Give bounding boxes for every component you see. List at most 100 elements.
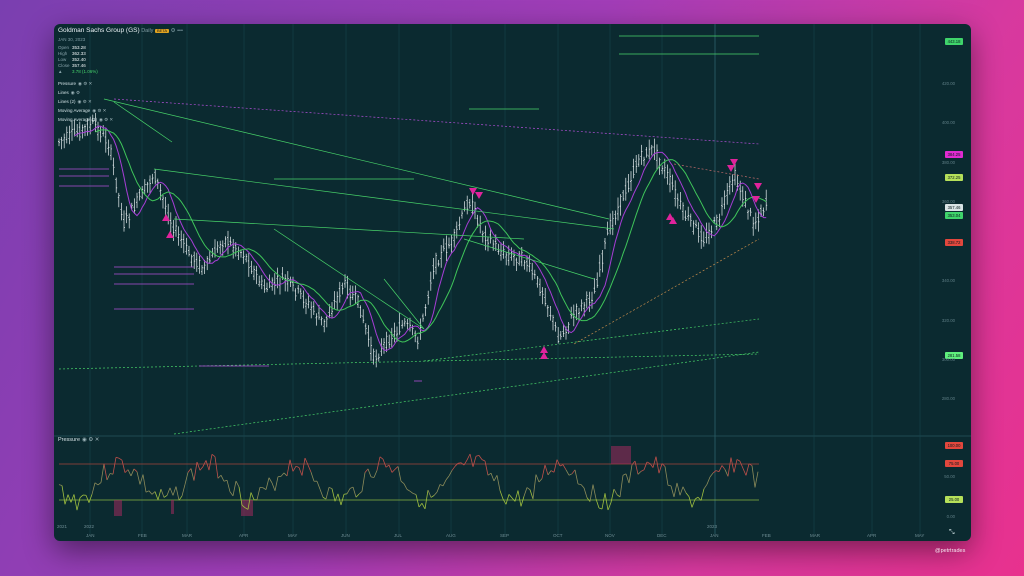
oscillator-line bbox=[640, 469, 645, 472]
price-tag: 338.72 bbox=[945, 239, 963, 246]
oscillator-line bbox=[109, 473, 114, 475]
oscillator-line bbox=[454, 463, 459, 467]
oscillator-line bbox=[256, 487, 261, 500]
osc-oversold-zone bbox=[241, 500, 253, 516]
settings-gear-icon[interactable]: ⚙ bbox=[170, 28, 176, 34]
oscillator-line bbox=[226, 480, 231, 492]
indicator-lines-2[interactable]: Lines (2) ◉ ⚙ ✕ bbox=[58, 99, 92, 104]
price-chart[interactable] bbox=[54, 24, 971, 541]
oscillator-line bbox=[373, 470, 378, 478]
oscillator-line bbox=[103, 463, 108, 481]
oscillator-line bbox=[538, 478, 543, 483]
signal-marker-icon bbox=[162, 214, 170, 221]
oscillator-line bbox=[334, 493, 339, 502]
oscillator-line bbox=[616, 494, 621, 498]
oscillator-line bbox=[568, 473, 573, 476]
oscillator-line bbox=[433, 491, 438, 496]
oscillator-tag: 75.00 bbox=[945, 460, 963, 467]
oscillator-line bbox=[259, 486, 264, 489]
oscillator-line bbox=[700, 488, 705, 501]
oscillator-line bbox=[91, 482, 96, 495]
oscillator-line bbox=[223, 479, 228, 482]
oscillator-line bbox=[139, 474, 144, 485]
trend-line bbox=[273, 228, 425, 330]
oscillator-line bbox=[535, 474, 540, 483]
oscillator-line bbox=[283, 472, 288, 477]
indicator-lines[interactable]: Lines ◉ ⚙ bbox=[58, 90, 80, 95]
signal-marker-icon bbox=[475, 192, 483, 199]
ohlc-close: Close 357.46 bbox=[58, 63, 86, 68]
oscillator-line bbox=[196, 461, 201, 471]
signal-marker-icon bbox=[669, 217, 677, 224]
oscillator-line bbox=[292, 465, 297, 472]
oscillator-line bbox=[583, 487, 588, 498]
moving-average-fast bbox=[74, 125, 767, 352]
oscillator-line bbox=[448, 470, 453, 477]
pressure-pane-header[interactable]: Pressure ◉ ⚙ ✕ bbox=[58, 437, 100, 443]
oscillator-line bbox=[505, 494, 510, 505]
oscillator-line bbox=[271, 482, 276, 491]
ohlc-high: High 362.33 bbox=[58, 51, 86, 56]
indicator-icons: ◉ ⚙ ✕ bbox=[77, 99, 92, 104]
oscillator-line bbox=[67, 494, 72, 503]
oscillator-line bbox=[661, 463, 666, 467]
ohlc-open: Open 353.28 bbox=[58, 45, 86, 50]
oscillator-line bbox=[553, 459, 558, 473]
oscillator-line bbox=[742, 468, 747, 476]
oscillator-line bbox=[298, 467, 303, 476]
month-label: JUL bbox=[394, 533, 403, 538]
oscillator-line bbox=[295, 465, 300, 468]
oscillator-line bbox=[274, 476, 279, 491]
indicator-moving-average[interactable]: Moving Average ◉ ⚙ ✕ bbox=[58, 108, 107, 113]
oscillator-line bbox=[331, 488, 336, 502]
oscillator-line bbox=[202, 460, 207, 467]
oscillator-line bbox=[595, 498, 600, 509]
oscillator-line bbox=[562, 464, 567, 471]
oscillator-line bbox=[643, 461, 648, 470]
oscillator-line bbox=[715, 470, 720, 473]
oscillator-line bbox=[619, 475, 624, 498]
oscillator-line bbox=[475, 455, 480, 457]
oscillator-line bbox=[703, 484, 708, 490]
indicator-pressure[interactable]: Pressure ◉ ⚙ ✕ bbox=[58, 81, 93, 86]
oscillator-line bbox=[559, 464, 564, 467]
oscillator-line bbox=[379, 456, 384, 460]
expand-icon[interactable]: ⤡ bbox=[949, 529, 955, 536]
oscillator-line bbox=[130, 468, 135, 477]
oscillator-line bbox=[85, 495, 90, 503]
price-axis-label: 300.00 bbox=[941, 357, 955, 362]
oscillator-line bbox=[604, 493, 609, 511]
oscillator-line bbox=[88, 494, 93, 503]
oscillator-line bbox=[346, 488, 351, 494]
oscillator-line bbox=[394, 466, 399, 470]
oscillator-line bbox=[319, 489, 324, 498]
oscillator-line bbox=[382, 459, 387, 468]
oscillator-line bbox=[634, 461, 639, 475]
oscillator-line bbox=[328, 487, 333, 489]
price-axis-label: 420.00 bbox=[941, 81, 955, 86]
month-label: NOV bbox=[605, 533, 615, 538]
indicator-icons: ◉ ⚙ ✕ bbox=[78, 81, 93, 86]
oscillator-line bbox=[736, 459, 741, 462]
oscillator-line bbox=[541, 464, 546, 479]
oscillator-line bbox=[673, 482, 678, 498]
oscillator-line bbox=[466, 453, 471, 461]
oscillator-line bbox=[172, 486, 177, 496]
support-line bbox=[423, 318, 760, 362]
oscillator-line bbox=[667, 484, 672, 487]
month-label: MAR bbox=[182, 533, 192, 538]
oscillator-line bbox=[214, 456, 219, 479]
oscillator-line bbox=[739, 461, 744, 469]
oscillator-line bbox=[718, 465, 723, 472]
oscillator-line bbox=[364, 468, 369, 473]
oscillator-line bbox=[493, 475, 498, 482]
oscillator-line bbox=[685, 492, 690, 497]
interval-label[interactable]: Daily bbox=[141, 28, 154, 34]
oscillator-line bbox=[577, 483, 582, 485]
more-icon[interactable]: ••• bbox=[177, 28, 183, 34]
oscillator-line bbox=[745, 463, 750, 476]
oscillator-line bbox=[676, 482, 681, 496]
price-tag: 443.18 bbox=[945, 38, 963, 45]
oscillator-line bbox=[112, 457, 117, 475]
indicator-moving-average-2[interactable]: Moving Average (2) ◉ ⚙ ✕ bbox=[58, 117, 114, 122]
